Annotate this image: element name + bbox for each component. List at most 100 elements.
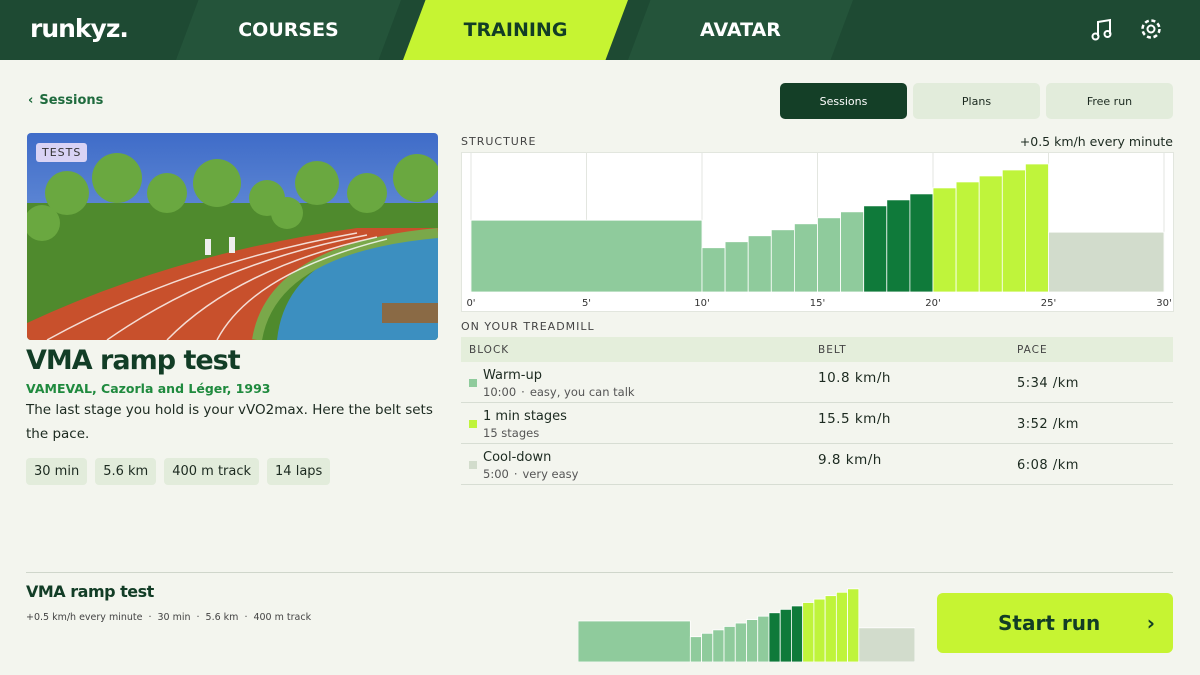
button-label: Start run bbox=[998, 611, 1101, 635]
chip: 14 laps bbox=[267, 458, 331, 485]
table-header: BLOCK BELT PACE bbox=[461, 337, 1173, 362]
table-row: Cool-down 5:00 · very easy 9.8 km/h 6:08 /… bbox=[461, 444, 1173, 485]
duration: 5:00 bbox=[483, 467, 509, 481]
segment-bar bbox=[746, 619, 759, 662]
block-name: Warm-up bbox=[483, 368, 542, 383]
segment-bar bbox=[701, 247, 726, 293]
color-swatch bbox=[469, 379, 477, 387]
segment-bar bbox=[955, 181, 980, 293]
divider bbox=[26, 572, 1173, 573]
music-icon[interactable] bbox=[1090, 17, 1116, 43]
pace: 3:52 /km bbox=[1017, 417, 1079, 432]
treadmill-label: ON YOUR TREADMILL bbox=[461, 320, 595, 333]
segment-bar bbox=[840, 211, 865, 293]
view-switch[interactable]: Sessions bbox=[780, 83, 907, 119]
note: easy, you can talk bbox=[529, 385, 635, 399]
segment-bar bbox=[835, 591, 849, 662]
meta-item: 5.6 km bbox=[191, 612, 239, 623]
column-header: BELT bbox=[818, 344, 847, 356]
tag: TESTS bbox=[36, 143, 88, 162]
segment-bar bbox=[932, 187, 957, 293]
separator: · bbox=[513, 467, 518, 481]
segment-bar bbox=[886, 199, 911, 293]
block-detail: 15 stages bbox=[483, 426, 539, 440]
segment-bar bbox=[770, 229, 795, 293]
segment-bar bbox=[1025, 163, 1049, 293]
segment-bar bbox=[813, 598, 826, 662]
segment-bar bbox=[724, 241, 749, 293]
start-run-button[interactable]: Start run › bbox=[937, 593, 1173, 653]
segment-bar bbox=[824, 595, 837, 662]
structure-label: STRUCTURE bbox=[461, 135, 537, 148]
x-tick-label: 15' bbox=[810, 298, 825, 309]
view-switch[interactable]: Free run bbox=[1046, 83, 1173, 119]
pace: 6:08 /km bbox=[1017, 458, 1079, 473]
session-description: The last stage you hold is your vVO2max.… bbox=[26, 402, 433, 442]
segment-bar bbox=[578, 620, 691, 662]
table-row: 1 min stages 15 stages 15.5 km/h 3:52 /k… bbox=[461, 403, 1173, 444]
segment-bar bbox=[757, 615, 770, 662]
view-switch[interactable]: Plans bbox=[913, 83, 1040, 119]
session-title: VMA ramp test bbox=[26, 345, 241, 376]
logo[interactable]: runkyz. bbox=[30, 14, 129, 43]
color-swatch bbox=[469, 420, 477, 428]
segment-bar bbox=[1048, 231, 1165, 293]
block-detail: 5:00 · very easy bbox=[483, 467, 578, 481]
structure-note: +0.5 km/h every minute bbox=[1019, 134, 1173, 149]
footer-title: VMA ramp test bbox=[26, 582, 154, 601]
mini-structure-chart bbox=[578, 588, 915, 662]
meta-item: +0.5 km/h every minute bbox=[26, 612, 143, 623]
nav-tab[interactable]: COURSES bbox=[176, 0, 401, 60]
segment-bar bbox=[793, 223, 818, 293]
segment-bar bbox=[747, 235, 772, 293]
column-header: PACE bbox=[1017, 344, 1048, 356]
belt-speed: 10.8 km/h bbox=[818, 370, 891, 386]
segment-bar bbox=[817, 217, 842, 293]
segment-bar bbox=[858, 627, 915, 662]
separator: · bbox=[521, 385, 525, 399]
color-swatch bbox=[469, 461, 477, 469]
structure-chart: 0' 5' 10' 15' 20' 25' 30' bbox=[461, 152, 1174, 312]
segment-bar bbox=[847, 588, 860, 662]
duration: 15 stages bbox=[483, 426, 540, 440]
belt-speed: 9.8 km/h bbox=[818, 452, 882, 468]
duration: 10:00 bbox=[483, 385, 517, 399]
chip: 400 m track bbox=[164, 458, 260, 485]
segment-bar bbox=[779, 608, 792, 662]
segment-bar bbox=[978, 175, 1003, 293]
settings-icon[interactable] bbox=[1139, 17, 1165, 43]
x-tick-label: 0' bbox=[466, 298, 475, 309]
segment-bar bbox=[734, 622, 747, 662]
session-source: VAMEVAL, Cazorla and Léger, 1993 bbox=[26, 381, 271, 396]
segment-bar bbox=[470, 219, 703, 293]
segment-bar bbox=[909, 193, 934, 293]
note: very easy bbox=[522, 467, 579, 481]
segment-bar bbox=[689, 636, 702, 662]
column-header: BLOCK bbox=[469, 344, 510, 356]
segment-bar bbox=[712, 629, 725, 662]
chip: 5.6 km bbox=[95, 458, 157, 485]
nav-tab[interactable]: TRAINING bbox=[403, 0, 628, 60]
block-detail: 10:00 · easy, you can talk bbox=[483, 385, 635, 399]
nav-tab[interactable]: AVATAR bbox=[628, 0, 853, 60]
back-link[interactable]: ‹ Sessions bbox=[28, 93, 104, 108]
segment-bar bbox=[701, 632, 714, 662]
segment-bar bbox=[863, 205, 888, 293]
segment-bar bbox=[791, 605, 804, 662]
x-tick-label: 20' bbox=[925, 298, 940, 309]
segment-bar bbox=[768, 612, 781, 662]
meta-item: 400 m track bbox=[238, 612, 311, 623]
block-name: 1 min stages bbox=[483, 409, 567, 424]
pace: 5:34 /km bbox=[1017, 376, 1079, 391]
back-label: Sessions bbox=[39, 93, 104, 108]
block-name: Cool-down bbox=[483, 450, 552, 465]
meta-item: 30 min bbox=[142, 612, 190, 623]
belt-speed: 15.5 km/h bbox=[818, 411, 891, 427]
segment-bar bbox=[1001, 169, 1026, 293]
x-tick-label: 10' bbox=[694, 298, 709, 309]
table-row: Warm-up 10:00 · easy, you can talk 10.8 km… bbox=[461, 362, 1173, 403]
session-image bbox=[27, 133, 438, 340]
segment-bar bbox=[802, 602, 815, 662]
